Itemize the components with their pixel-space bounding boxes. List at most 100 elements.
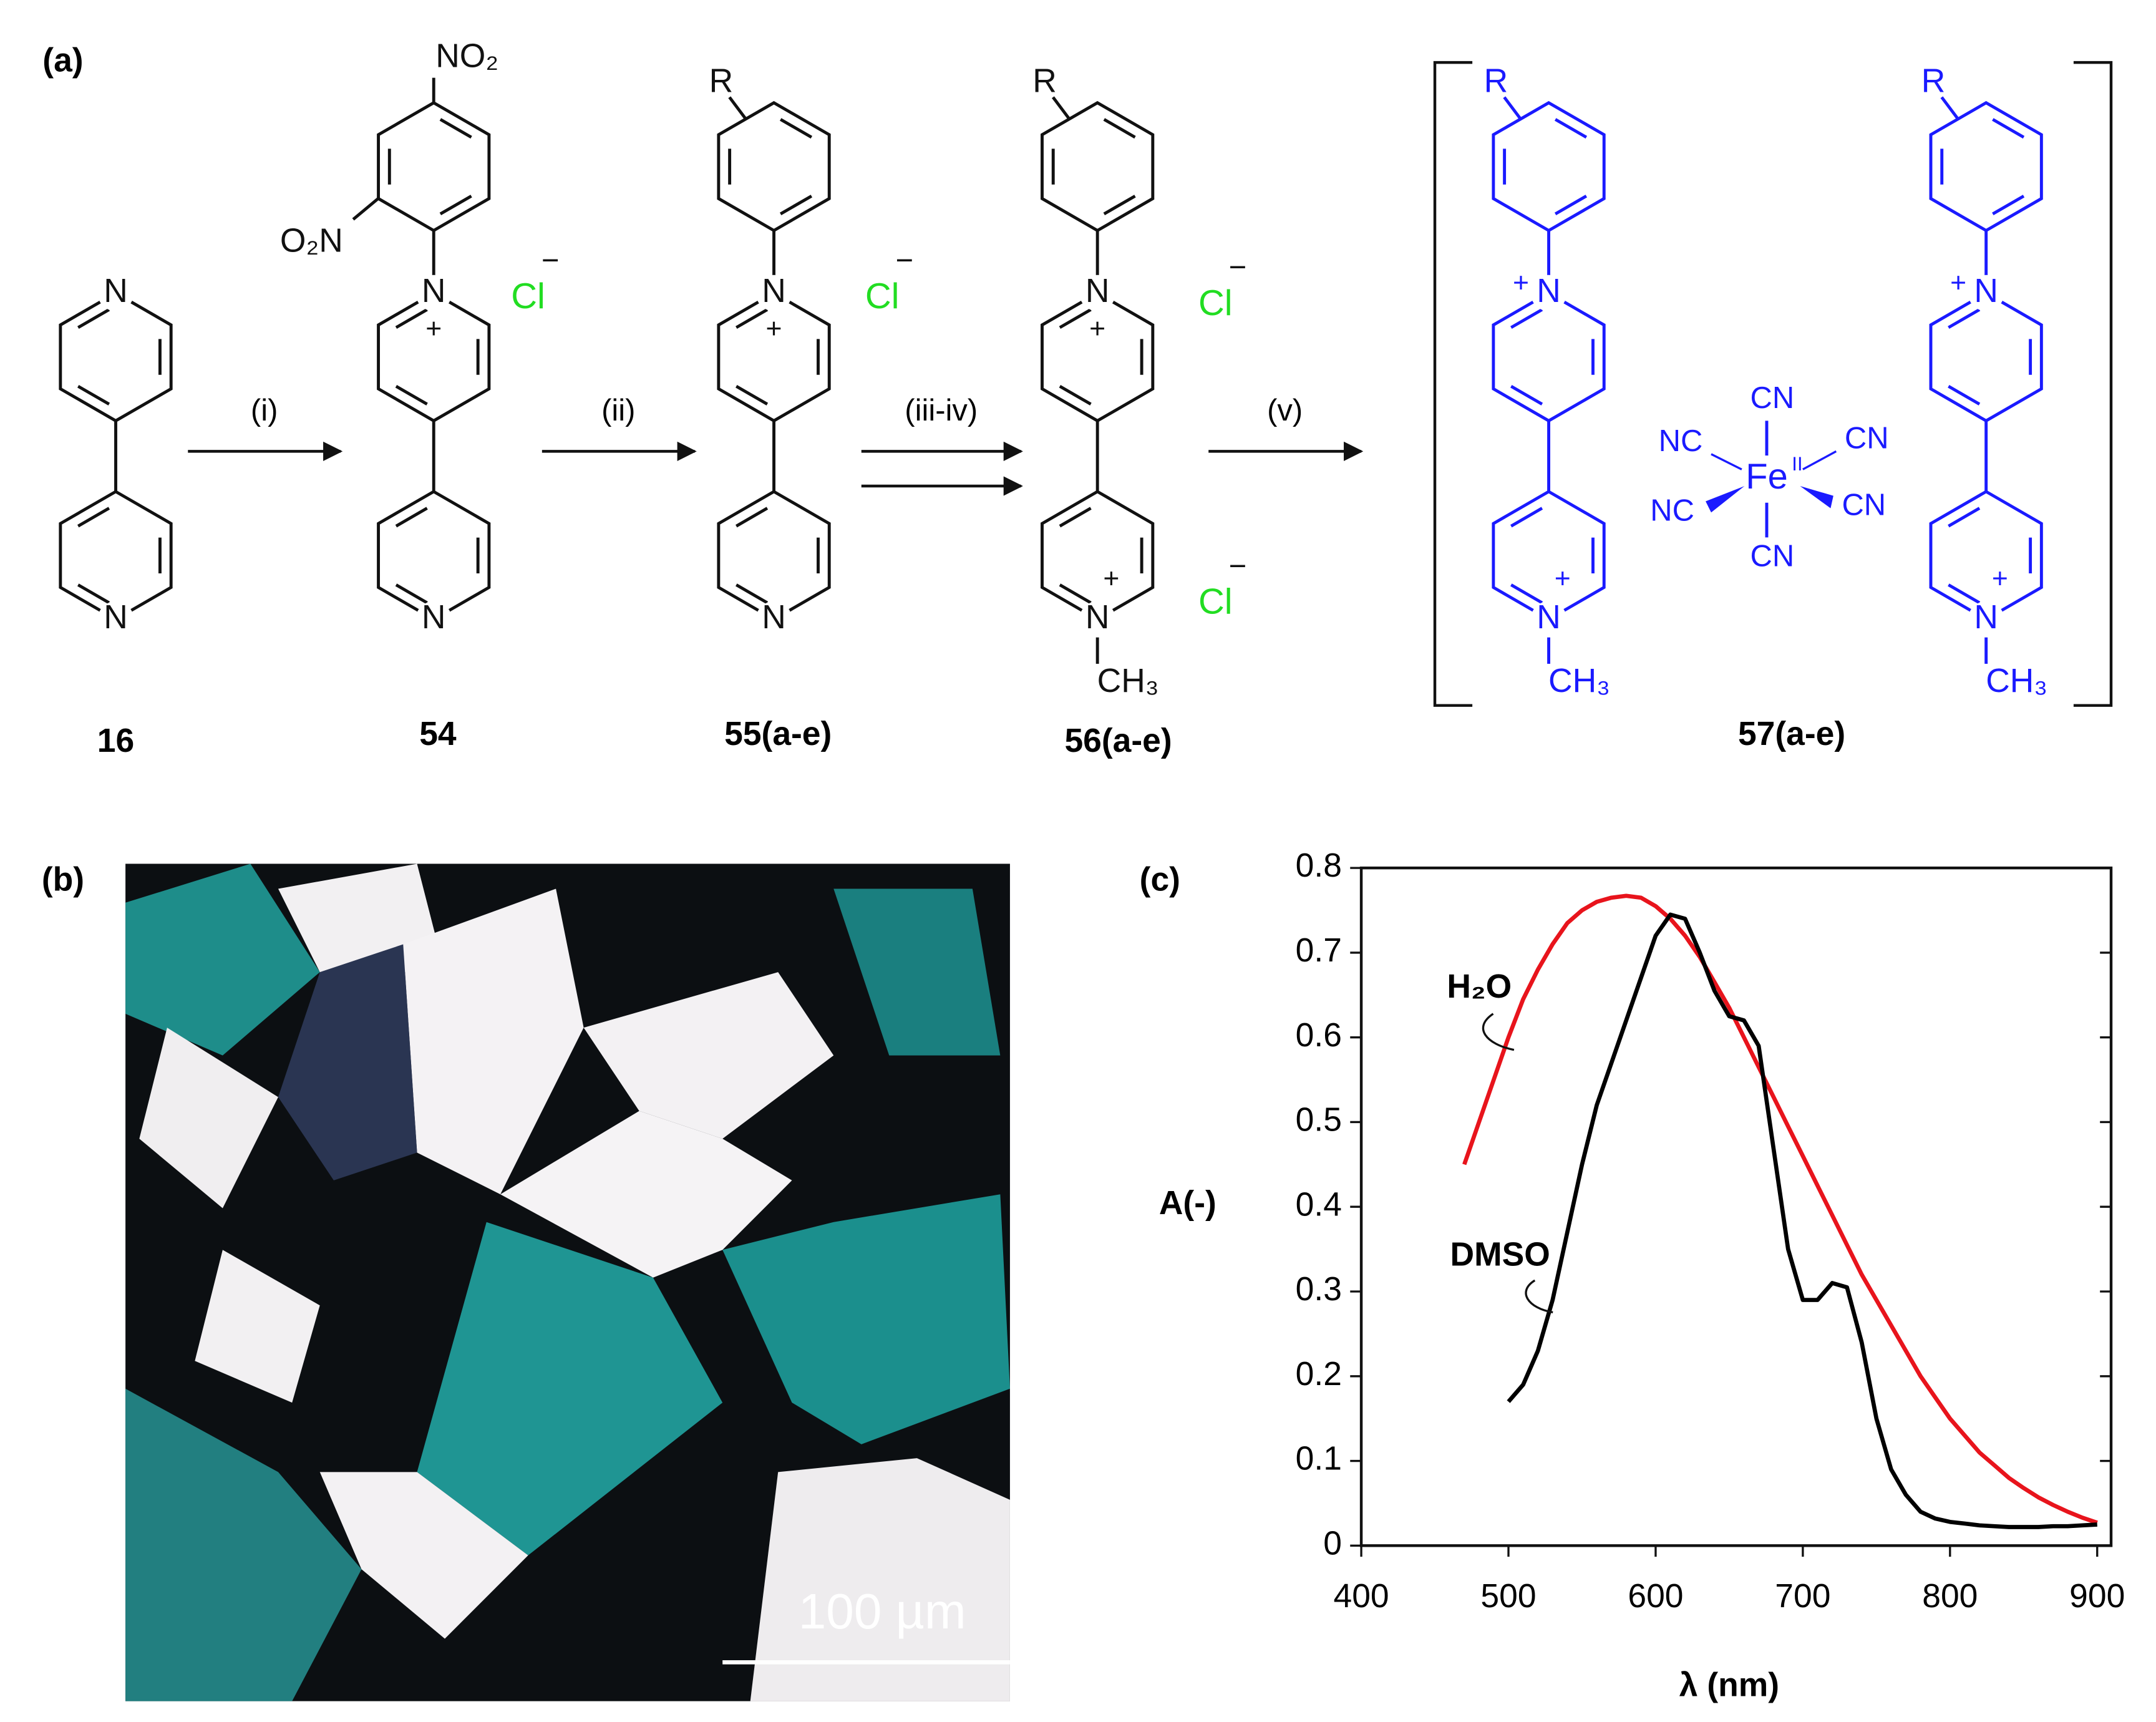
step-label: (iii-iv) — [905, 394, 978, 427]
bond — [1802, 450, 1837, 470]
x-tick-label: 500 — [1480, 1578, 1536, 1615]
bond — [352, 197, 379, 221]
atom-label: N — [1085, 273, 1110, 309]
micrograph: 100 µm — [125, 863, 1010, 1701]
charge: − — [1229, 251, 1247, 285]
bond — [1503, 96, 1522, 120]
atom-label: R — [1921, 63, 1946, 100]
ring — [1929, 100, 2043, 233]
bracket — [1433, 61, 1473, 707]
y-tick-label: 0.5 — [1296, 1102, 1342, 1139]
counter-ion: Cl — [1198, 283, 1233, 323]
compound-number: 16 — [97, 722, 134, 759]
atom-label: CH₃ — [1548, 663, 1610, 699]
wedge — [1800, 486, 1833, 508]
bond — [395, 583, 428, 605]
atom-label: N — [1085, 599, 1110, 636]
atom-mask — [1079, 275, 1116, 311]
ligand: CN — [1842, 488, 1886, 522]
y-axis-title: A(-) — [1159, 1185, 1216, 1222]
y-tick-label: 0.3 — [1296, 1271, 1342, 1308]
atom-mask — [1530, 601, 1567, 638]
bond — [439, 195, 472, 215]
atom-mask — [755, 601, 792, 638]
bond — [1059, 385, 1092, 406]
bond — [1992, 195, 2025, 215]
step-label: (v) — [1267, 394, 1303, 427]
bond — [439, 118, 472, 139]
charge: + — [1555, 563, 1571, 594]
atom-label: N — [1537, 273, 1561, 309]
bond — [77, 308, 110, 329]
atom-label: N — [422, 599, 446, 636]
series-line — [1462, 893, 2098, 1525]
charge: + — [1950, 268, 1966, 298]
atom-label: R — [1032, 63, 1057, 100]
reaction-scheme: N N N N + NO₂ O₂N N N + R N N + R + CH₃ N N + R + CH₃ N N + R + CH₃ C… — [59, 38, 2113, 759]
bond — [1554, 118, 1588, 139]
y-tick-label: 0 — [1323, 1525, 1342, 1562]
ring — [1041, 291, 1155, 423]
bond — [395, 385, 428, 406]
y-tick-label: 0.2 — [1296, 1356, 1342, 1393]
ring — [377, 291, 491, 423]
bond — [1059, 583, 1092, 605]
atom-label: N — [104, 273, 128, 309]
atom-label: N — [104, 599, 128, 636]
series-annotation: H₂O — [1447, 968, 1512, 1005]
atom-label: CH₃ — [1986, 663, 2047, 699]
bond — [736, 583, 769, 605]
spectrum-chart: 0 0.1 0.2 0.3 0.4 0.5 0.6 0.7 0.8 400 500 600 700 800… — [1159, 847, 2125, 1703]
atom-label: CH₃ — [1097, 663, 1159, 699]
atom-mask — [755, 275, 792, 311]
bond — [1940, 96, 1960, 120]
bond — [1948, 583, 1981, 605]
y-tick-label: 0.1 — [1296, 1441, 1342, 1477]
y-tick-label: 0.8 — [1296, 847, 1342, 884]
ring — [717, 291, 831, 423]
bond — [1051, 96, 1071, 120]
panel-label: (b) — [42, 861, 84, 898]
bond — [77, 583, 110, 605]
series-line — [1507, 912, 2097, 1529]
ligand: CN — [1845, 422, 1889, 455]
charge: + — [766, 313, 782, 344]
bracket — [2073, 61, 2113, 707]
atom-mask — [1968, 275, 2004, 311]
bond — [1554, 195, 1588, 215]
bond — [779, 118, 813, 139]
atom-mask — [1968, 601, 2004, 638]
bond — [1948, 308, 1981, 329]
annotation-arrow — [1525, 1279, 1553, 1314]
x-tick-label: 600 — [1628, 1578, 1683, 1615]
bond — [728, 96, 747, 120]
bond — [1510, 308, 1543, 329]
charge: − — [895, 244, 913, 278]
panel-label: (a) — [42, 42, 83, 79]
ring — [59, 291, 173, 423]
step-label: (i) — [251, 394, 278, 427]
bond — [1510, 583, 1543, 605]
bond — [1948, 385, 1981, 406]
atom-mask — [97, 601, 134, 638]
scale-bar-label: 100 µm — [799, 1583, 966, 1639]
atom-label: N — [1974, 273, 1998, 309]
charge: + — [425, 313, 442, 344]
annotation-arrow — [1482, 1013, 1515, 1051]
atom-label: N — [422, 273, 446, 309]
x-tick-label: 700 — [1775, 1578, 1830, 1615]
bond — [395, 507, 428, 528]
bond — [1510, 385, 1543, 406]
charge: − — [1229, 549, 1247, 583]
ligand: CN — [1751, 381, 1795, 415]
y-tick-label: 0.4 — [1296, 1186, 1342, 1223]
atom-label: R — [709, 63, 734, 100]
atom-label: N — [762, 599, 786, 636]
counter-ion: Cl — [1198, 582, 1233, 622]
compound-number: 56(a-e) — [1064, 722, 1172, 759]
atom-mask — [1079, 601, 1116, 638]
oxidation-state: II — [1792, 453, 1802, 475]
atom-label: N — [1974, 599, 1998, 636]
